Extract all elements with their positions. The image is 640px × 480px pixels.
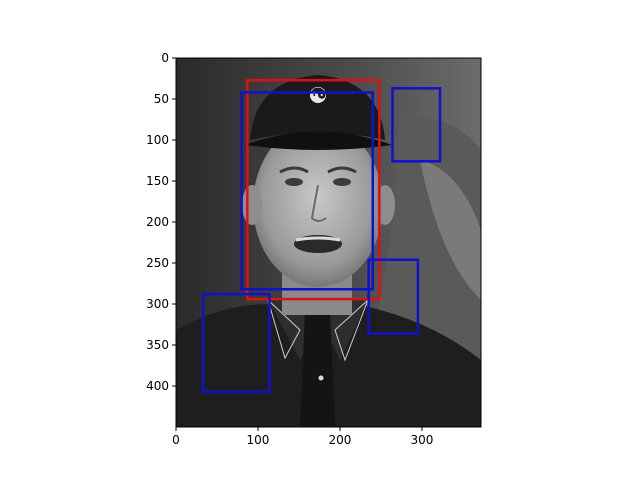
- x-tick-label: 200: [329, 433, 352, 447]
- detection-boxes: [201, 78, 442, 393]
- cap-logo-icon: ☯: [308, 84, 328, 109]
- y-tick-label: 50: [154, 92, 169, 106]
- blue-box-top-right: [391, 87, 442, 163]
- blue-box-face: [240, 91, 375, 291]
- axes-frame: [175, 57, 482, 428]
- y-tick-label: 100: [146, 133, 169, 147]
- blue-box-bottom-left: [201, 292, 271, 393]
- blue-box-mid-right: [367, 258, 420, 335]
- y-tick-label: 300: [146, 297, 169, 311]
- y-tick-label: 250: [146, 256, 169, 270]
- y-tick-label: 150: [146, 174, 169, 188]
- y-tick-label: 400: [146, 379, 169, 393]
- y-tick-label: 350: [146, 338, 169, 352]
- x-tick-label: 300: [411, 433, 434, 447]
- y-axis: 0 50 100 150 200 250 300 350 400: [146, 51, 176, 393]
- y-tick-label: 0: [161, 51, 169, 65]
- y-tick-label: 200: [146, 215, 169, 229]
- x-tick-label: 0: [172, 433, 180, 447]
- portrait-photo: ☯: [176, 58, 481, 427]
- x-tick-label: 100: [247, 433, 270, 447]
- x-axis: 0 100 200 300: [172, 427, 433, 447]
- red-box: [246, 78, 381, 301]
